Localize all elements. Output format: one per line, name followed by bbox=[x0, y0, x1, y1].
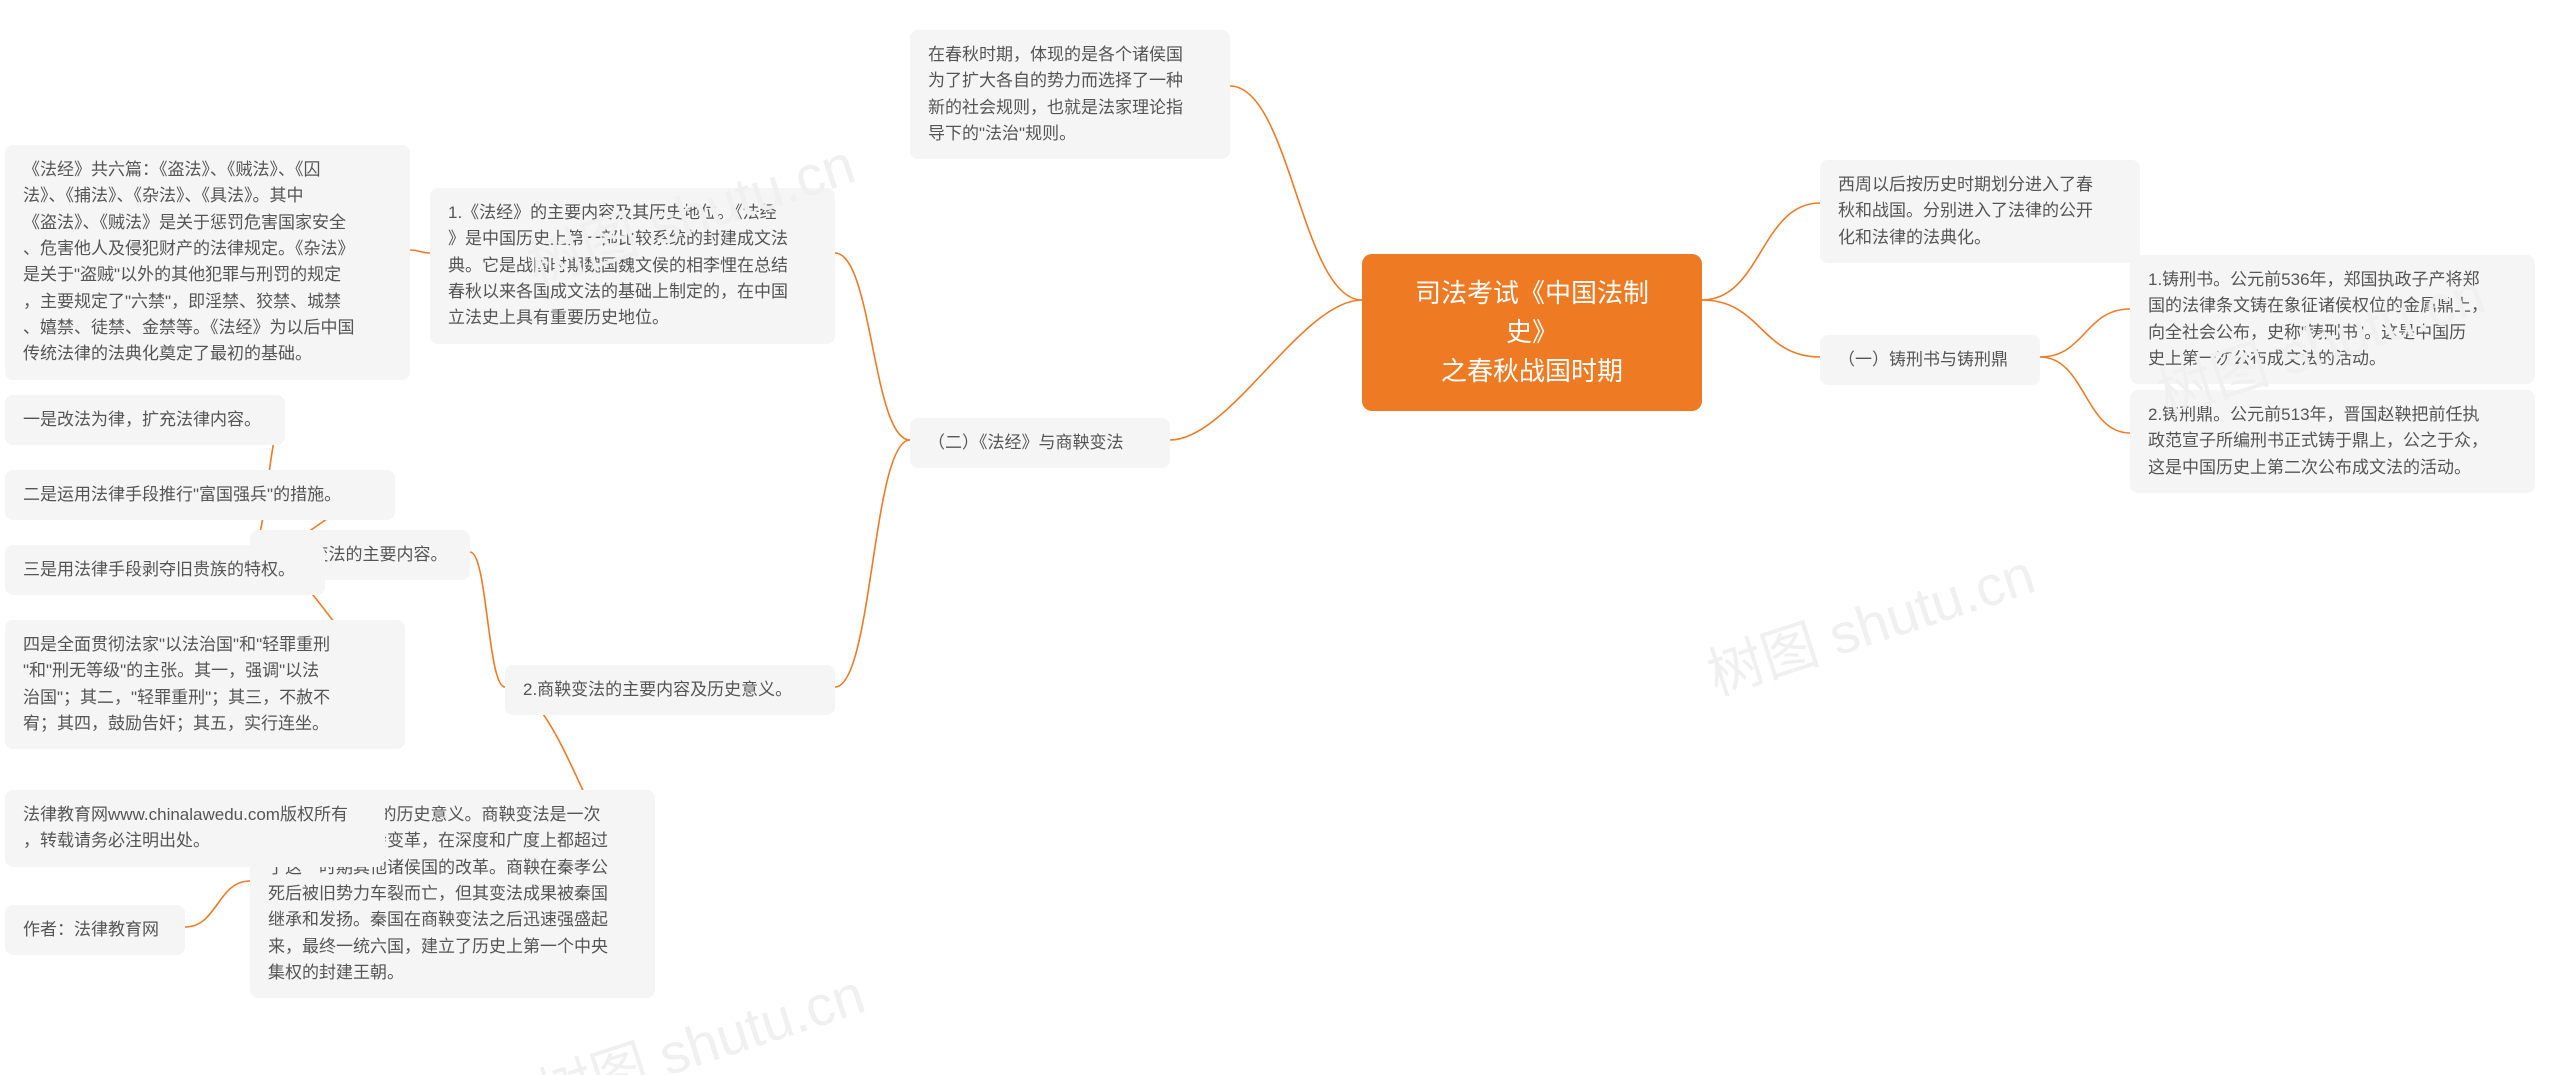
watermark: 树图 shutu.cn bbox=[1696, 530, 2044, 712]
connector bbox=[1230, 86, 1362, 300]
mindmap-node: 1.《法经》的主要内容及其历史地位。《法经》是中国历史上第一部比较系统的封建成文… bbox=[430, 188, 835, 344]
connector bbox=[835, 440, 910, 687]
connector bbox=[1170, 300, 1362, 440]
mindmap-node: 在春秋时期，体现的是各个诸侯国为了扩大各自的势力而选择了一种新的社会规则，也就是… bbox=[910, 30, 1230, 159]
connector bbox=[185, 881, 250, 927]
mindmap-node: （一）铸刑书与铸刑鼎 bbox=[1820, 335, 2040, 385]
mindmap-node: 作者：法律教育网 bbox=[5, 905, 185, 955]
mindmap-root-node: 司法考试《中国法制史》之春秋战国时期 bbox=[1362, 254, 1702, 411]
mindmap-node: 三是用法律手段剥夺旧贵族的特权。 bbox=[5, 545, 325, 595]
mindmap-node: 2.商鞅变法的主要内容及历史意义。 bbox=[505, 665, 835, 715]
connector bbox=[2040, 357, 2130, 433]
connector bbox=[1702, 300, 1820, 357]
connector bbox=[470, 552, 505, 687]
connector bbox=[2040, 309, 2130, 357]
connector bbox=[835, 253, 910, 440]
mindmap-node: 2.铸刑鼎。公元前513年，晋国赵鞅把前任执政范宣子所编刑书正式铸于鼎上，公之于… bbox=[2130, 390, 2535, 493]
mindmap-node: 二是运用法律手段推行"富国强兵"的措施。 bbox=[5, 470, 395, 520]
mindmap-node: 西周以后按历史时期划分进入了春秋和战国。分别进入了法律的公开化和法律的法典化。 bbox=[1820, 160, 2140, 263]
mindmap-node: 法律教育网www.chinalawedu.com版权所有，转载请务必注明出处。 bbox=[5, 790, 385, 867]
mindmap-node: 1.铸刑书。公元前536年，郑国执政子产将郑国的法律条文铸在象征诸侯权位的金属鼎… bbox=[2130, 255, 2535, 384]
mindmap-node: 《法经》共六篇：《盗法》、《贼法》、《囚法》、《捕法》、《杂法》、《具法》。其中… bbox=[5, 145, 410, 380]
connector bbox=[410, 250, 430, 253]
mindmap-node: （二）《法经》与商鞅变法 bbox=[910, 418, 1170, 468]
connector bbox=[1702, 203, 1820, 300]
mindmap-node: 一是改法为律，扩充法律内容。 bbox=[5, 395, 285, 445]
mindmap-node: 四是全面贯彻法家"以法治国"和"轻罪重刑"和"刑无等级"的主张。其一，强调"以法… bbox=[5, 620, 405, 749]
